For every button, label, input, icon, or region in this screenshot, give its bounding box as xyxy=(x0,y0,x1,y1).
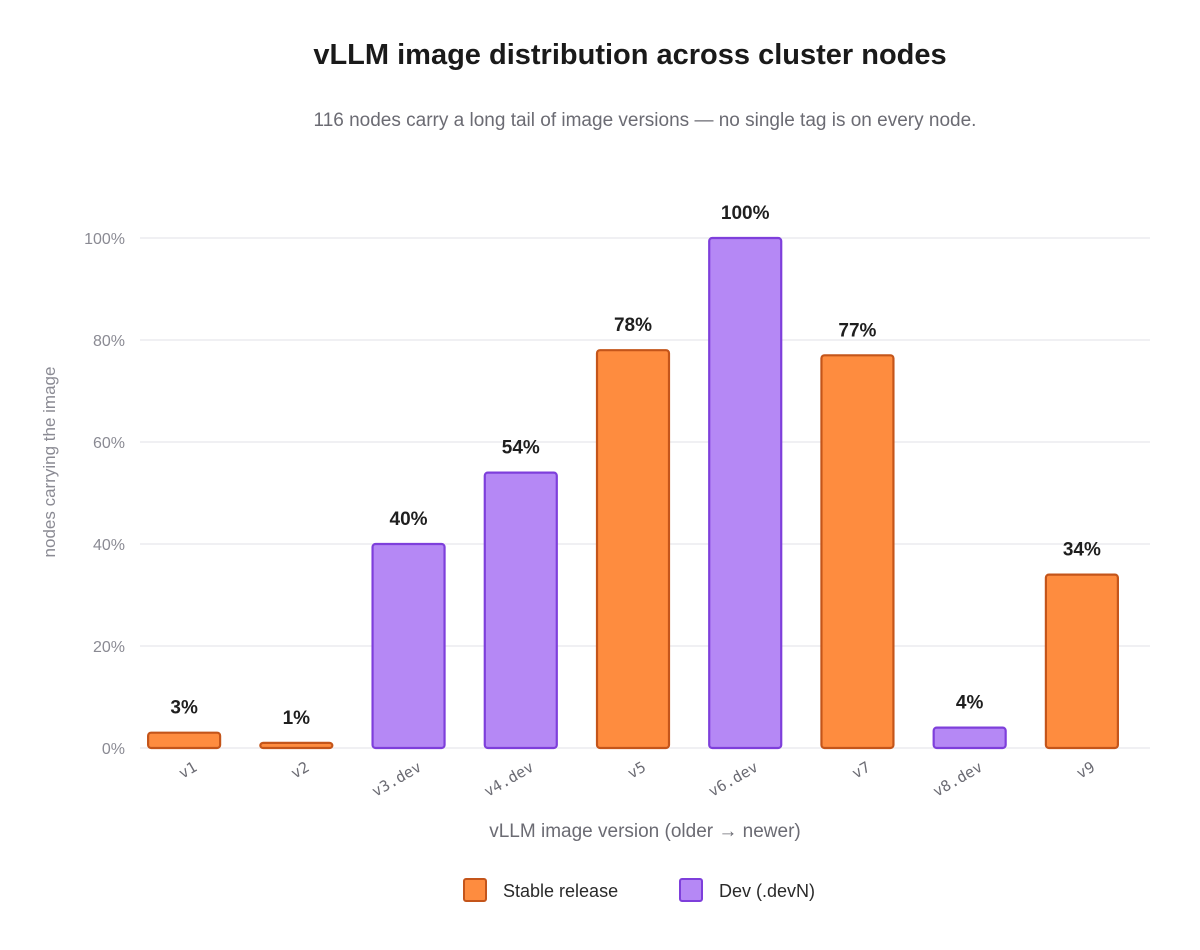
x-tick-label: v3.dev xyxy=(369,758,425,801)
value-label: 100% xyxy=(721,203,770,224)
y-tick-label: 20% xyxy=(93,639,125,656)
value-label: 4% xyxy=(956,693,984,714)
value-label: 54% xyxy=(502,438,540,459)
value-label: 1% xyxy=(283,708,311,729)
bar-v9 xyxy=(1044,573,1119,750)
legend: Stable release Dev (.devN) xyxy=(463,878,815,902)
x-tick-label: v7 xyxy=(849,758,874,783)
y-tick-label: 40% xyxy=(93,537,125,554)
chart-title: vLLM image distribution across cluster n… xyxy=(313,39,946,71)
bar-v2 xyxy=(259,741,334,750)
bar-v3-dev xyxy=(371,542,446,750)
y-tick-label: 0% xyxy=(102,741,125,758)
bar-v6-dev xyxy=(708,236,783,750)
value-label: 78% xyxy=(614,315,652,336)
bars xyxy=(147,236,1119,750)
chart-subtitle: 116 nodes carry a long tail of image ver… xyxy=(314,110,977,131)
bar-v8-dev xyxy=(932,726,1007,750)
value-label: 77% xyxy=(838,320,876,341)
y-tick-label: 80% xyxy=(93,333,125,350)
y-axis-ticks: 0% 20% 40% 60% 80% 100% xyxy=(84,231,125,758)
bar-v5 xyxy=(595,349,671,750)
x-tick-label: v8.dev xyxy=(930,758,986,801)
value-labels: 3% 1% 40% 54% 78% 100% 77% 4% 34% xyxy=(170,203,1101,729)
legend-swatch-dev xyxy=(679,878,703,902)
y-tick-label: 60% xyxy=(93,435,125,452)
bar-v1 xyxy=(147,731,222,750)
bar-v4-dev xyxy=(483,471,558,750)
legend-label-stable: Stable release xyxy=(503,881,618,901)
value-label: 3% xyxy=(170,698,198,719)
bar-v7 xyxy=(820,354,895,750)
y-tick-label: 100% xyxy=(84,231,125,248)
x-tick-label: v5 xyxy=(624,758,649,783)
x-tick-label: v4.dev xyxy=(481,758,537,801)
value-label: 34% xyxy=(1063,540,1101,561)
y-axis-label: nodes carrying the image xyxy=(40,367,59,558)
x-tick-label: v2 xyxy=(288,758,313,783)
x-tick-label: v6.dev xyxy=(705,758,761,801)
x-tick-label: v1 xyxy=(175,758,200,783)
legend-swatch-stable xyxy=(463,878,487,902)
x-axis-label: vLLM image version (older → newer) xyxy=(489,821,801,842)
value-label: 40% xyxy=(390,509,428,530)
legend-label-dev: Dev (.devN) xyxy=(719,881,815,901)
x-tick-label: v9 xyxy=(1073,758,1098,783)
x-axis-ticks: v1 v2 v3.dev v4.dev v5 v6.dev v7 v8.dev v9 xyxy=(175,758,1097,801)
